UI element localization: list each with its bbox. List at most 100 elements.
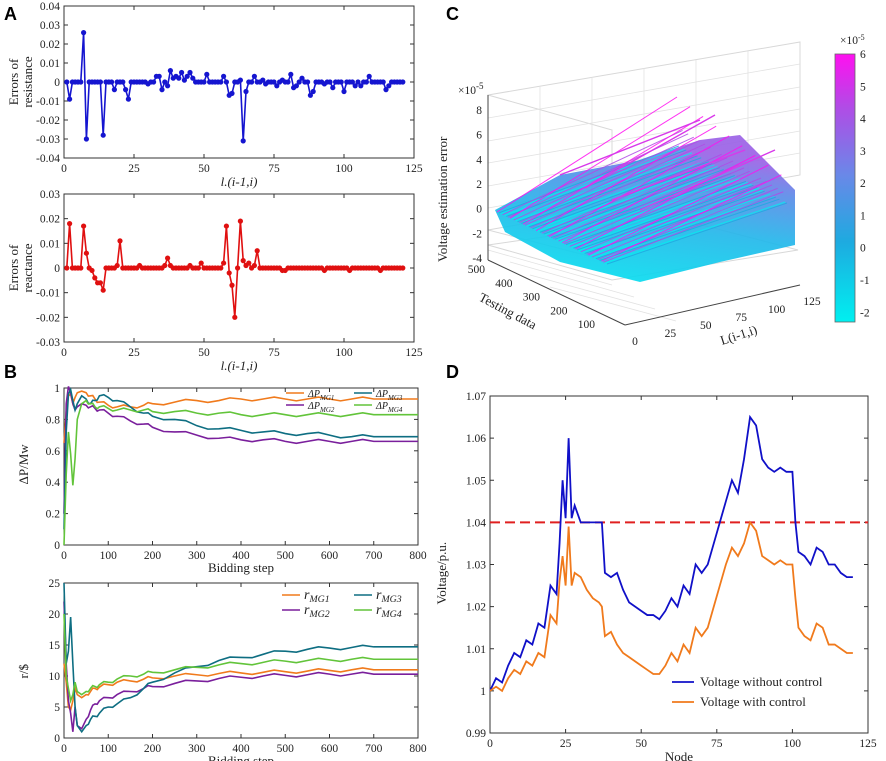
legend: Voltage without control Voltage with cont… [672,674,823,709]
data-point [232,314,238,320]
x-tick-label: 0 [61,347,67,359]
y-tick-label: 0 [54,540,60,552]
data-point [125,96,131,102]
data-point [78,265,84,271]
data-point [67,221,73,227]
legend-subscript: MG1 [319,394,334,402]
surface-trace [547,157,728,237]
surface-trace [507,133,689,218]
z-tick-labels: -4 -2 0 2 4 6 8 [472,105,482,265]
colorbar-tick-label: 3 [860,146,866,158]
x-tick-label: 0 [632,336,638,348]
x-tick-label: 50 [700,320,712,332]
y-tick-label: 100 [578,319,596,331]
surface-trace [604,201,786,264]
legend-prefix: ΔP [307,389,320,400]
surface-trace [597,187,778,261]
data-point [190,75,196,81]
y-tick-label: 300 [523,292,541,304]
x-tick-label: 100 [100,743,118,755]
y-tick-label: 25 [49,578,61,590]
data-point [237,77,243,83]
data-point [81,223,87,229]
colorbar-tick-label: 1 [860,210,866,222]
series-line-without-control [489,414,853,692]
data-point [83,136,89,142]
legend-subscript: MG2 [319,406,335,414]
surface-trace [569,170,750,247]
y-axis-label-line: Errors of [6,244,21,291]
data-point [240,258,246,264]
data-point [251,262,257,269]
colorbar-tick-label: 4 [860,114,866,126]
y-tick-label: 0.01 [40,238,60,250]
data-point [64,265,70,271]
surface-trace [593,195,775,259]
data-point [176,75,182,81]
legend-label: Voltage with control [700,694,806,709]
surface-trace [548,135,730,238]
legend-prefix: r [304,588,310,603]
data-point [100,132,106,138]
colorbar-tick-label: -1 [860,275,870,287]
surface-trace [565,180,747,246]
x-tick-label: 25 [128,347,140,359]
data-point [386,83,392,89]
surface-peak-trace [611,149,746,201]
series-line-mg4 [63,399,418,546]
data-markers [64,218,406,320]
data-point [83,250,89,256]
legend-label: rMG4 [376,603,402,620]
legend-prefix: ΔP [375,401,388,412]
data-point [229,90,235,96]
data-point [249,79,255,85]
x-tick-label: 400 [232,743,250,755]
legend-label: ΔPMG3 [375,389,403,402]
colorbar-tick-label: -2 [860,307,870,319]
surface-trace [496,96,678,213]
surface-traces [496,96,788,265]
y-tick-label: 400 [495,278,513,290]
legend-label: rMG1 [304,588,330,605]
y-tick-label: 0 [54,77,60,89]
x-axis-label: Node [665,749,693,761]
colorbar-tick-labels: 6 5 4 3 2 1 0 -1 -2 [860,49,870,319]
data-point [111,87,117,93]
series-line-mg2 [63,601,418,732]
legend-subscript: MG4 [387,406,403,414]
legend-label: ΔPMG4 [375,401,403,414]
x-tick-labels: 0 100 200 300 400 500 600 700 800 [61,550,427,562]
x-tick-label: 75 [735,312,747,324]
y-tick-labels: 0 5 10 15 20 25 [49,578,61,745]
x-tick-label: 0 [61,743,67,755]
data-point [184,73,190,79]
surface-trace [522,116,704,225]
z-tick-label: 8 [476,105,482,117]
panel-label-b: B [4,362,17,382]
x-tick-label: 75 [268,163,280,175]
y-tick-label: 1.04 [466,517,486,529]
y-tick-labels: 0.99 1 1.01 1.02 1.03 1.04 1.05 1.06 1.07 [466,391,486,740]
data-point [221,73,227,79]
data-point [363,79,369,85]
y-tick-label: 1.05 [466,475,486,487]
data-point [167,68,173,74]
x-tick-labels: 0 100 200 300 400 500 600 700 800 [61,743,427,755]
y-axis-label-line: reactance [20,243,35,292]
x-axis-label: Bidding step [208,560,274,575]
y-tick-label: 1.02 [466,602,486,614]
data-point [120,79,126,85]
data-point [380,79,386,85]
y-axis-label-line: Errors of [6,58,21,105]
data-point [159,87,165,93]
y-tick-label: 1 [480,686,486,698]
data-point [162,262,168,269]
data-point [162,79,168,85]
data-point [358,83,364,89]
z-tick-label: -4 [472,253,482,265]
x-tick-labels: 0 25 50 75 100 125 [61,347,423,359]
data-point [229,282,235,288]
data-point [221,260,227,266]
data-markers [64,29,406,144]
